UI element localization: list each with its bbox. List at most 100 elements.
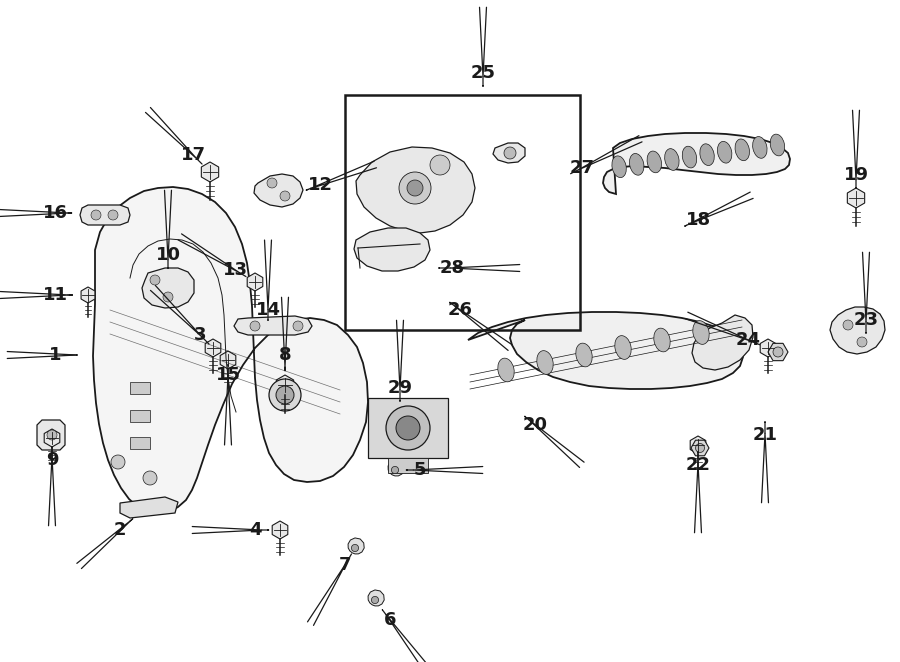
Text: 26: 26 [447, 301, 473, 319]
Text: 29: 29 [388, 379, 412, 397]
Ellipse shape [770, 134, 785, 156]
Ellipse shape [700, 144, 715, 166]
Text: 23: 23 [853, 311, 878, 329]
Circle shape [163, 292, 173, 302]
Circle shape [504, 147, 516, 159]
Polygon shape [690, 436, 706, 454]
Circle shape [392, 467, 399, 473]
Circle shape [843, 320, 853, 330]
Bar [368, 398, 448, 458]
Bar [130, 382, 150, 394]
Circle shape [276, 386, 294, 404]
Circle shape [773, 347, 783, 357]
Ellipse shape [536, 351, 554, 374]
Ellipse shape [665, 149, 680, 170]
Text: 16: 16 [42, 204, 68, 222]
Polygon shape [248, 273, 263, 291]
Text: 20: 20 [523, 416, 547, 434]
Text: 17: 17 [181, 146, 205, 164]
Ellipse shape [717, 142, 732, 163]
Text: 27: 27 [570, 159, 595, 177]
Text: 1: 1 [49, 346, 61, 364]
Circle shape [150, 275, 160, 285]
Text: 22: 22 [686, 456, 710, 474]
Polygon shape [272, 521, 288, 539]
Text: 2: 2 [113, 521, 126, 539]
Circle shape [267, 178, 277, 188]
Polygon shape [356, 147, 475, 233]
Bar [345, 95, 580, 330]
Text: 15: 15 [215, 366, 240, 384]
Ellipse shape [498, 358, 514, 382]
Polygon shape [368, 590, 384, 606]
Ellipse shape [682, 146, 697, 168]
Polygon shape [142, 268, 194, 308]
Polygon shape [37, 420, 65, 450]
Text: 4: 4 [248, 521, 261, 539]
Polygon shape [493, 143, 525, 163]
Text: 12: 12 [308, 176, 332, 194]
Polygon shape [202, 162, 219, 182]
Circle shape [407, 180, 423, 196]
Text: 24: 24 [735, 331, 760, 349]
Circle shape [399, 172, 431, 204]
Ellipse shape [693, 320, 709, 344]
Circle shape [269, 379, 301, 411]
Text: 18: 18 [686, 211, 711, 229]
Circle shape [386, 406, 430, 450]
Polygon shape [234, 316, 312, 335]
Polygon shape [80, 205, 130, 225]
Polygon shape [692, 315, 753, 370]
Polygon shape [760, 339, 776, 357]
Text: 5: 5 [414, 461, 427, 479]
Ellipse shape [653, 328, 670, 352]
Polygon shape [603, 133, 790, 194]
Circle shape [91, 210, 101, 220]
Polygon shape [93, 187, 368, 514]
Ellipse shape [735, 139, 750, 161]
Text: 3: 3 [194, 326, 206, 344]
Text: 13: 13 [222, 261, 248, 279]
Polygon shape [847, 188, 865, 208]
Ellipse shape [612, 156, 626, 177]
Polygon shape [220, 351, 236, 369]
Bar [130, 437, 150, 449]
Text: 6: 6 [383, 611, 396, 629]
Circle shape [696, 444, 705, 453]
Polygon shape [691, 440, 709, 456]
Ellipse shape [647, 151, 662, 173]
Circle shape [250, 321, 260, 331]
Circle shape [47, 430, 57, 440]
Circle shape [108, 210, 118, 220]
Ellipse shape [615, 336, 631, 359]
Polygon shape [830, 307, 885, 354]
Polygon shape [348, 538, 364, 554]
Polygon shape [354, 228, 430, 271]
Polygon shape [276, 375, 293, 395]
Text: 7: 7 [338, 556, 351, 574]
Text: 21: 21 [752, 426, 778, 444]
Ellipse shape [576, 343, 592, 367]
Text: 8: 8 [279, 346, 292, 364]
Text: 9: 9 [46, 451, 58, 469]
Circle shape [372, 596, 379, 604]
Polygon shape [44, 429, 59, 447]
Circle shape [111, 455, 125, 469]
Circle shape [280, 191, 290, 201]
Bar [130, 410, 150, 422]
Text: 19: 19 [843, 166, 868, 184]
Polygon shape [468, 312, 743, 389]
Circle shape [143, 471, 157, 485]
Text: 28: 28 [439, 259, 464, 277]
Text: 10: 10 [156, 246, 181, 264]
Circle shape [351, 544, 358, 551]
Polygon shape [254, 174, 303, 207]
Polygon shape [205, 339, 220, 357]
Polygon shape [768, 344, 788, 361]
Ellipse shape [752, 136, 767, 158]
Circle shape [293, 321, 303, 331]
Circle shape [857, 337, 867, 347]
Text: 11: 11 [42, 286, 68, 304]
Polygon shape [388, 460, 404, 476]
Ellipse shape [629, 154, 643, 175]
